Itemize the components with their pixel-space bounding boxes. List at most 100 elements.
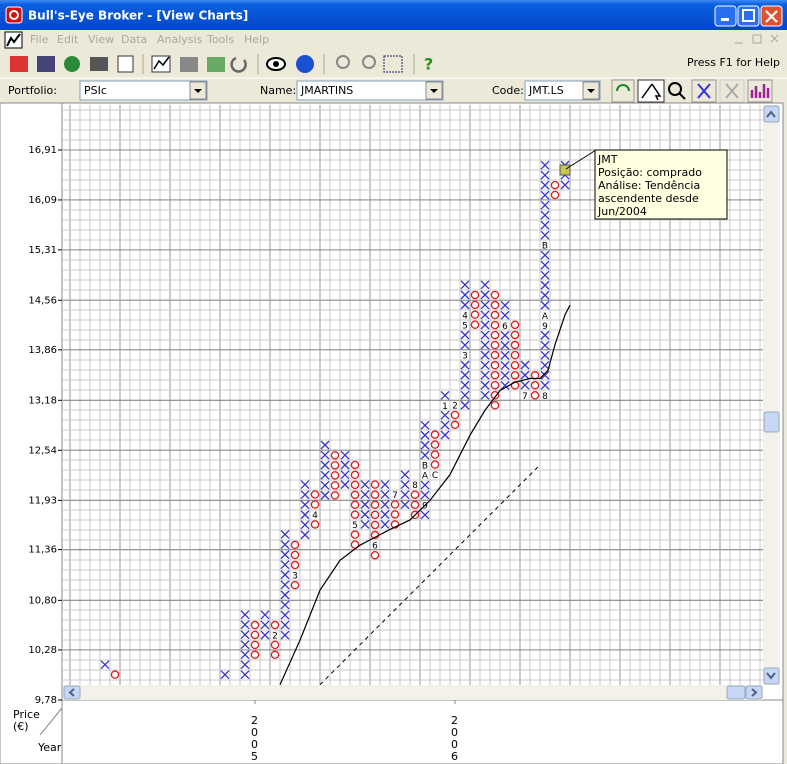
tool-icon[interactable]	[37, 56, 55, 72]
tool-icon[interactable]	[64, 56, 80, 72]
menu-item[interactable]: Tools	[206, 33, 234, 46]
x-box	[480, 300, 490, 310]
arrow	[68, 688, 75, 697]
o-box	[470, 320, 480, 329]
menu-item[interactable]: File	[30, 33, 49, 46]
x-box	[460, 380, 470, 390]
scroll-thumb[interactable]	[763, 411, 780, 433]
month-label: 7	[522, 392, 528, 402]
tool-icon[interactable]	[296, 55, 314, 73]
o-box	[270, 640, 280, 650]
x-box	[460, 300, 470, 310]
o-box	[490, 380, 500, 390]
x-box	[460, 370, 470, 380]
o-box	[330, 491, 340, 500]
help-icon[interactable]: ?	[424, 55, 433, 74]
x-box	[240, 610, 250, 620]
tool-button[interactable]	[668, 82, 682, 96]
x-box	[460, 390, 470, 400]
tool-icon[interactable]	[10, 56, 28, 72]
tool-icon[interactable]	[362, 55, 376, 69]
x-box	[380, 500, 390, 509]
x-box	[440, 430, 450, 440]
o-box	[490, 310, 500, 320]
x-box	[360, 480, 370, 490]
code-label: Code:	[492, 84, 524, 97]
x-box	[540, 280, 550, 290]
x-box	[300, 490, 310, 500]
y-tick-label: 16,09	[28, 195, 57, 206]
tool-icon[interactable]	[207, 57, 225, 72]
o-box	[350, 480, 360, 490]
o-box	[490, 340, 500, 350]
x-column: 7	[520, 360, 530, 402]
x-column	[260, 610, 270, 640]
x-box	[380, 480, 390, 490]
corner-line	[39, 707, 63, 736]
menu-item[interactable]: View	[88, 33, 114, 46]
o-box	[350, 510, 360, 519]
o-box	[490, 290, 500, 300]
o-box	[290, 550, 300, 560]
tool-button[interactable]	[747, 79, 773, 103]
x-box	[480, 390, 490, 400]
x-box	[540, 170, 550, 180]
month-label: 6	[502, 322, 508, 332]
month-label: B	[422, 462, 428, 472]
x-box	[280, 540, 290, 550]
v-scrollbar[interactable]	[763, 105, 780, 685]
tool-button-active[interactable]	[637, 79, 665, 103]
x-box	[400, 470, 410, 480]
x-box	[420, 510, 430, 520]
menu-item[interactable]: Analysis	[157, 33, 203, 46]
x-box	[480, 330, 490, 340]
tool-icon[interactable]	[383, 55, 403, 73]
tool-icon[interactable]	[230, 56, 247, 73]
x-box	[240, 650, 250, 660]
o-box	[350, 500, 360, 510]
o-box	[410, 510, 420, 520]
x-box	[360, 519, 370, 529]
x-column	[220, 670, 230, 680]
code-combo[interactable]	[524, 80, 601, 101]
x-box	[280, 610, 290, 620]
month-label: 5	[462, 321, 468, 331]
tool-button[interactable]	[611, 79, 635, 103]
x-column	[240, 610, 250, 680]
o-column: 7	[390, 491, 400, 529]
name-combo[interactable]	[296, 80, 444, 101]
o-box	[250, 620, 260, 630]
menu-item[interactable]: Data	[121, 33, 147, 46]
o-box	[310, 490, 320, 499]
menu-item[interactable]: Help	[244, 33, 269, 46]
highlight-box	[559, 164, 571, 176]
document-icon-line	[6, 33, 21, 47]
o-column	[490, 290, 500, 410]
x-box	[500, 330, 510, 340]
scroll-left[interactable]	[63, 685, 81, 700]
tool-icon[interactable]	[90, 57, 108, 71]
x-tick-label: 2005	[248, 714, 261, 762]
x-box	[420, 440, 430, 450]
tool-icon[interactable]	[336, 55, 350, 69]
month-label: 4	[312, 511, 318, 521]
o-box	[430, 440, 440, 449]
tool-icon[interactable]	[117, 55, 134, 73]
portfolio-combo[interactable]	[79, 80, 208, 101]
scroll-right[interactable]	[745, 685, 763, 700]
o-box	[410, 500, 420, 510]
x-box	[500, 300, 510, 310]
x-column	[400, 470, 410, 510]
scroll-thumb[interactable]	[726, 685, 746, 700]
trend-line	[319, 464, 541, 685]
x-column: 8 9A B	[540, 160, 550, 402]
o-column: 2	[270, 620, 280, 660]
x-box	[340, 480, 350, 490]
h-scrollbar[interactable]	[63, 685, 763, 700]
menu-item[interactable]: Edit	[57, 33, 79, 46]
y-tick-label: 10,80	[28, 595, 57, 606]
tool-glyph	[678, 92, 686, 100]
o-column	[110, 670, 120, 679]
tool-icon[interactable]	[180, 57, 198, 72]
minimize-button[interactable]	[714, 5, 737, 27]
